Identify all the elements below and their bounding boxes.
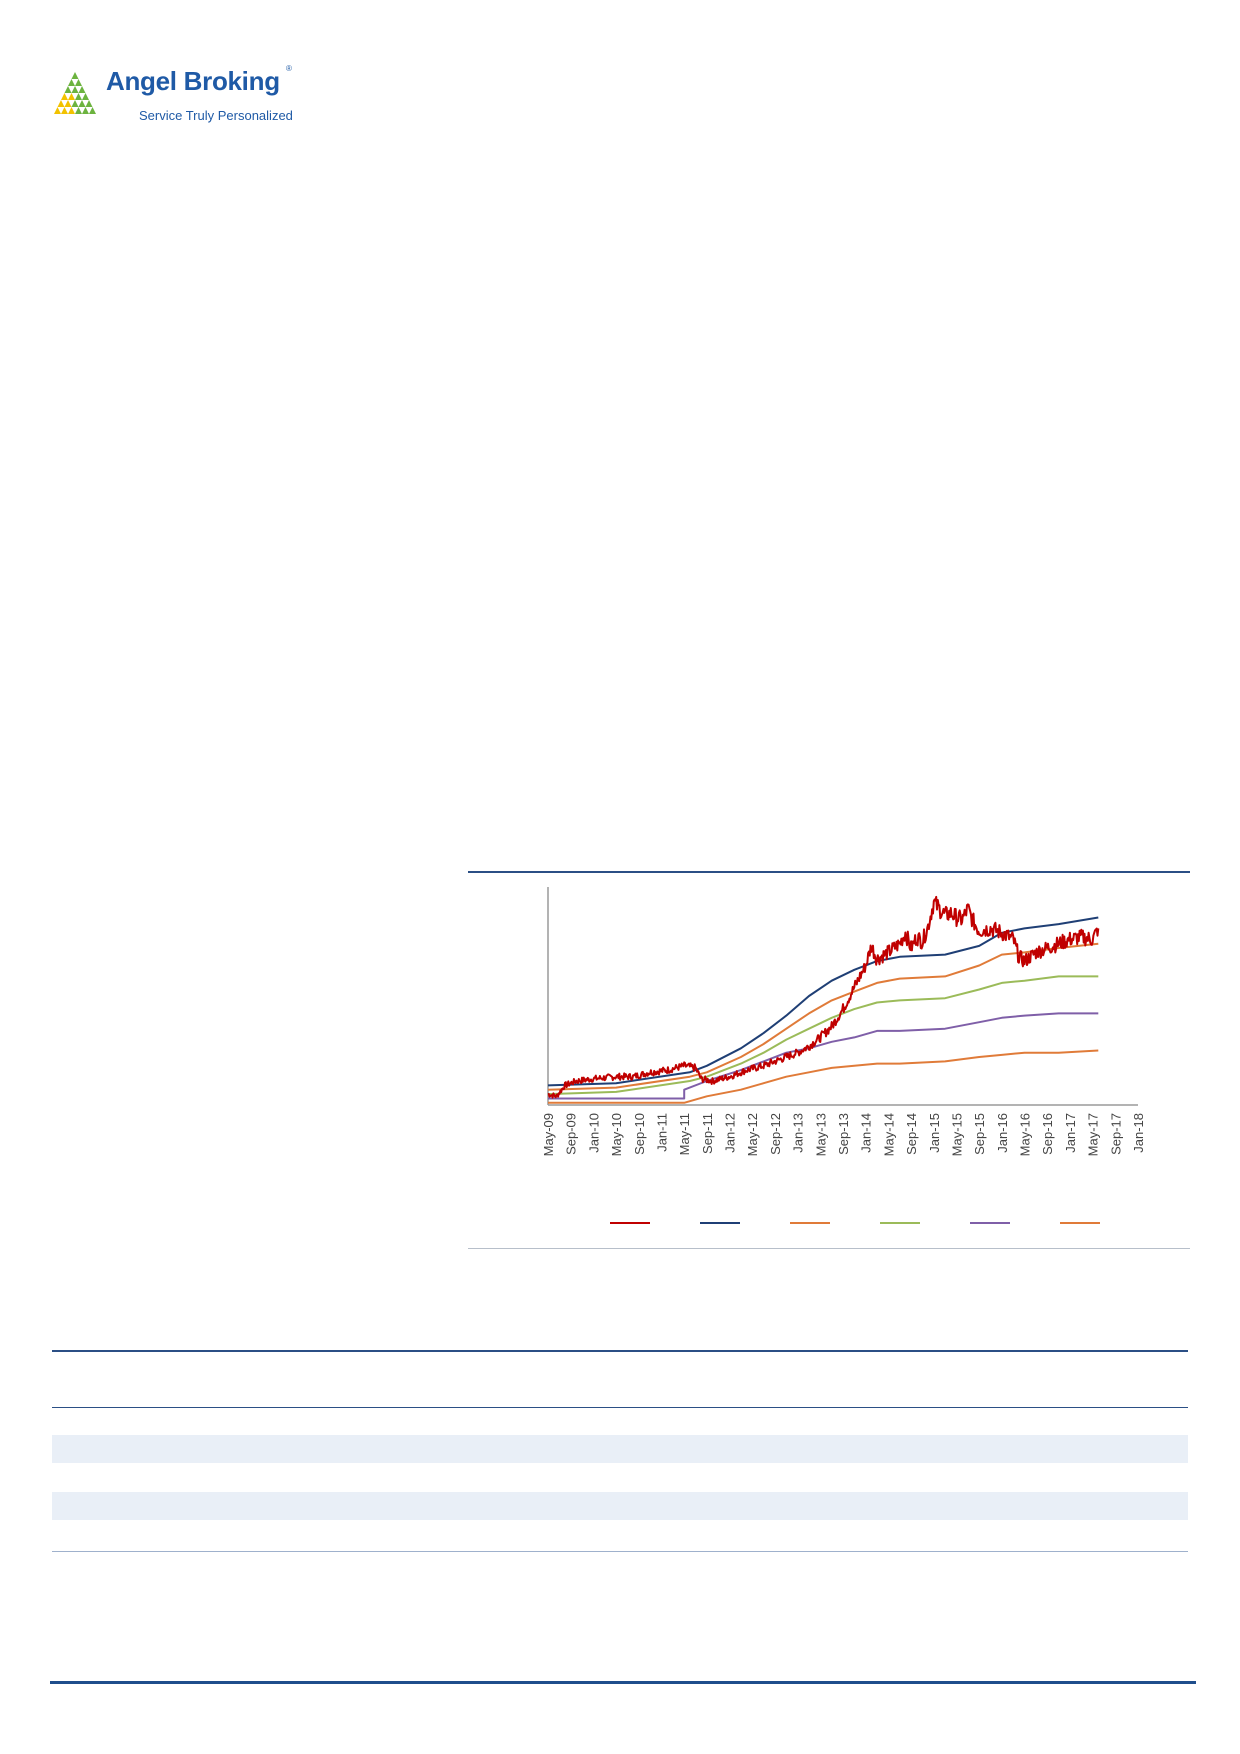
x-tick-label: Jan-15 <box>927 1113 942 1153</box>
footer-rule <box>50 1681 1196 1684</box>
logo-triangle-icon <box>82 93 89 100</box>
share-price-chart: May-09 Sep-09 Jan-10 May-10 Sep-10 Jan-11 May-… <box>541 887 1146 1224</box>
x-tick-label: Jan-17 <box>1063 1113 1078 1153</box>
brand-tagline: Service Truly Personalized <box>139 108 293 123</box>
logo-triangle-icon <box>68 93 75 100</box>
x-tick-label: Sep-14 <box>904 1113 919 1155</box>
x-tick-label: May-10 <box>609 1113 624 1156</box>
chart-bottom-rule <box>468 1248 1190 1249</box>
x-tick-label: Jan-18 <box>1131 1113 1146 1153</box>
brand-logo: Angel Broking ® Service Truly Personaliz… <box>50 64 310 134</box>
logo-triangle-icon <box>54 107 61 114</box>
series-line-0 <box>547 895 1100 1099</box>
series-line-5 <box>548 1049 1099 1104</box>
series-line-2 <box>547 942 1099 1091</box>
x-tick-label: May-15 <box>949 1113 964 1156</box>
x-tick-label: Sep-12 <box>768 1113 783 1155</box>
table-bottom-rule <box>52 1551 1188 1552</box>
x-tick-label: May-12 <box>745 1113 760 1156</box>
x-tick-label: Jan-10 <box>586 1113 601 1153</box>
x-tick-label: Jan-12 <box>723 1113 738 1153</box>
x-tick-label: May-16 <box>1018 1113 1033 1156</box>
logo-triangle-icon <box>71 100 79 107</box>
logo-triangle-icon <box>64 100 72 107</box>
logo-triangle-icon <box>61 93 68 100</box>
logo-triangle-icon <box>75 107 82 114</box>
table-row-band <box>52 1435 1188 1463</box>
logo-triangle-icon <box>68 79 75 86</box>
x-tick-label: Sep-16 <box>1040 1113 1055 1155</box>
x-axis-ticks: May-09 Sep-09 Jan-10 May-10 Sep-10 Jan-11 May-… <box>541 1113 1146 1156</box>
logo-triangle-icon <box>57 100 65 107</box>
x-tick-label: Sep-09 <box>564 1113 579 1155</box>
logo-triangle-icon <box>68 107 75 114</box>
x-tick-label: Sep-15 <box>972 1113 987 1155</box>
x-tick-label: Jan-14 <box>859 1113 874 1153</box>
x-tick-label: Jan-11 <box>654 1113 669 1152</box>
brand-name: Angel Broking <box>106 66 280 96</box>
x-tick-label: May-11 <box>677 1113 692 1155</box>
table-row-band <box>52 1492 1188 1520</box>
x-tick-label: May-09 <box>541 1113 556 1156</box>
x-tick-label: Sep-17 <box>1108 1113 1123 1155</box>
x-tick-label: May-17 <box>1086 1113 1101 1156</box>
x-tick-label: May-13 <box>813 1113 828 1156</box>
logo-triangle-icon <box>89 107 96 114</box>
x-tick-label: Jan-16 <box>995 1113 1010 1153</box>
x-tick-label: Sep-13 <box>836 1113 851 1155</box>
registered-mark: ® <box>286 64 292 73</box>
logo-triangle-icon <box>85 100 93 107</box>
logo-triangle-icon <box>71 86 79 93</box>
table-top-rule <box>52 1350 1188 1352</box>
x-tick-label: May-14 <box>881 1113 896 1156</box>
logo-triangle-icon <box>75 93 82 100</box>
logo-triangle-icon <box>78 86 86 93</box>
x-tick-label: Jan-13 <box>791 1113 806 1153</box>
logo-triangle-icon <box>61 107 68 114</box>
series-line-4 <box>548 1012 1099 1100</box>
plot-area <box>547 887 1138 1106</box>
logo-triangle-icon <box>82 107 89 114</box>
logo-triangle-icon <box>71 72 79 79</box>
x-tick-label: Sep-11 <box>700 1113 715 1154</box>
logo-triangle-icon <box>64 86 72 93</box>
logo-triangle-icon <box>75 79 82 86</box>
logo-triangle-icon <box>78 100 86 107</box>
chart-top-rule <box>468 871 1190 873</box>
table-header-rule <box>52 1407 1188 1408</box>
angel-broking-triangle-icon <box>54 72 96 114</box>
x-tick-label: Sep-10 <box>632 1113 647 1155</box>
